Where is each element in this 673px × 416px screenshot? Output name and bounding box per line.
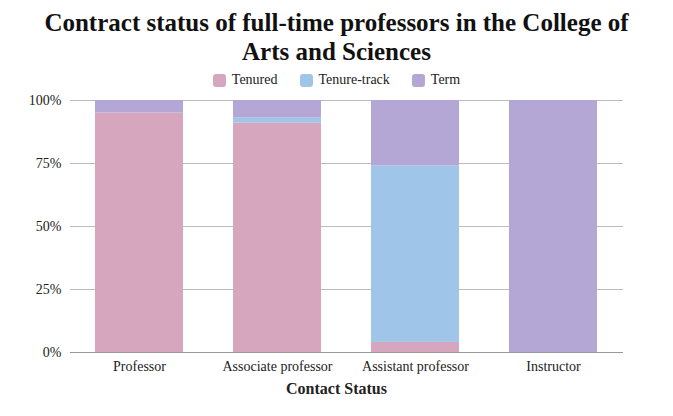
svg-text:Professor: Professor bbox=[113, 359, 166, 374]
svg-text:0%: 0% bbox=[43, 345, 62, 360]
html-text:Contact Status: Contact Status bbox=[286, 380, 387, 397]
html-text:Tenured: Tenured bbox=[231, 72, 278, 87]
html-text:Term: Term bbox=[430, 72, 461, 87]
svg-text:25%: 25% bbox=[36, 282, 62, 297]
svg-text:100%: 100% bbox=[29, 93, 62, 108]
html-text:Tenure-track: Tenure-track bbox=[318, 72, 390, 87]
svg-text:Instructor: Instructor bbox=[526, 359, 581, 374]
svg-text:Assistant professor: Assistant professor bbox=[362, 359, 469, 374]
svg-text:75%: 75% bbox=[36, 156, 62, 171]
svg-text:Associate professor: Associate professor bbox=[222, 359, 332, 374]
svg-text:50%: 50% bbox=[36, 219, 62, 234]
html-text:Contract status of full-time p: Contract status of full-time professors … bbox=[44, 9, 629, 65]
